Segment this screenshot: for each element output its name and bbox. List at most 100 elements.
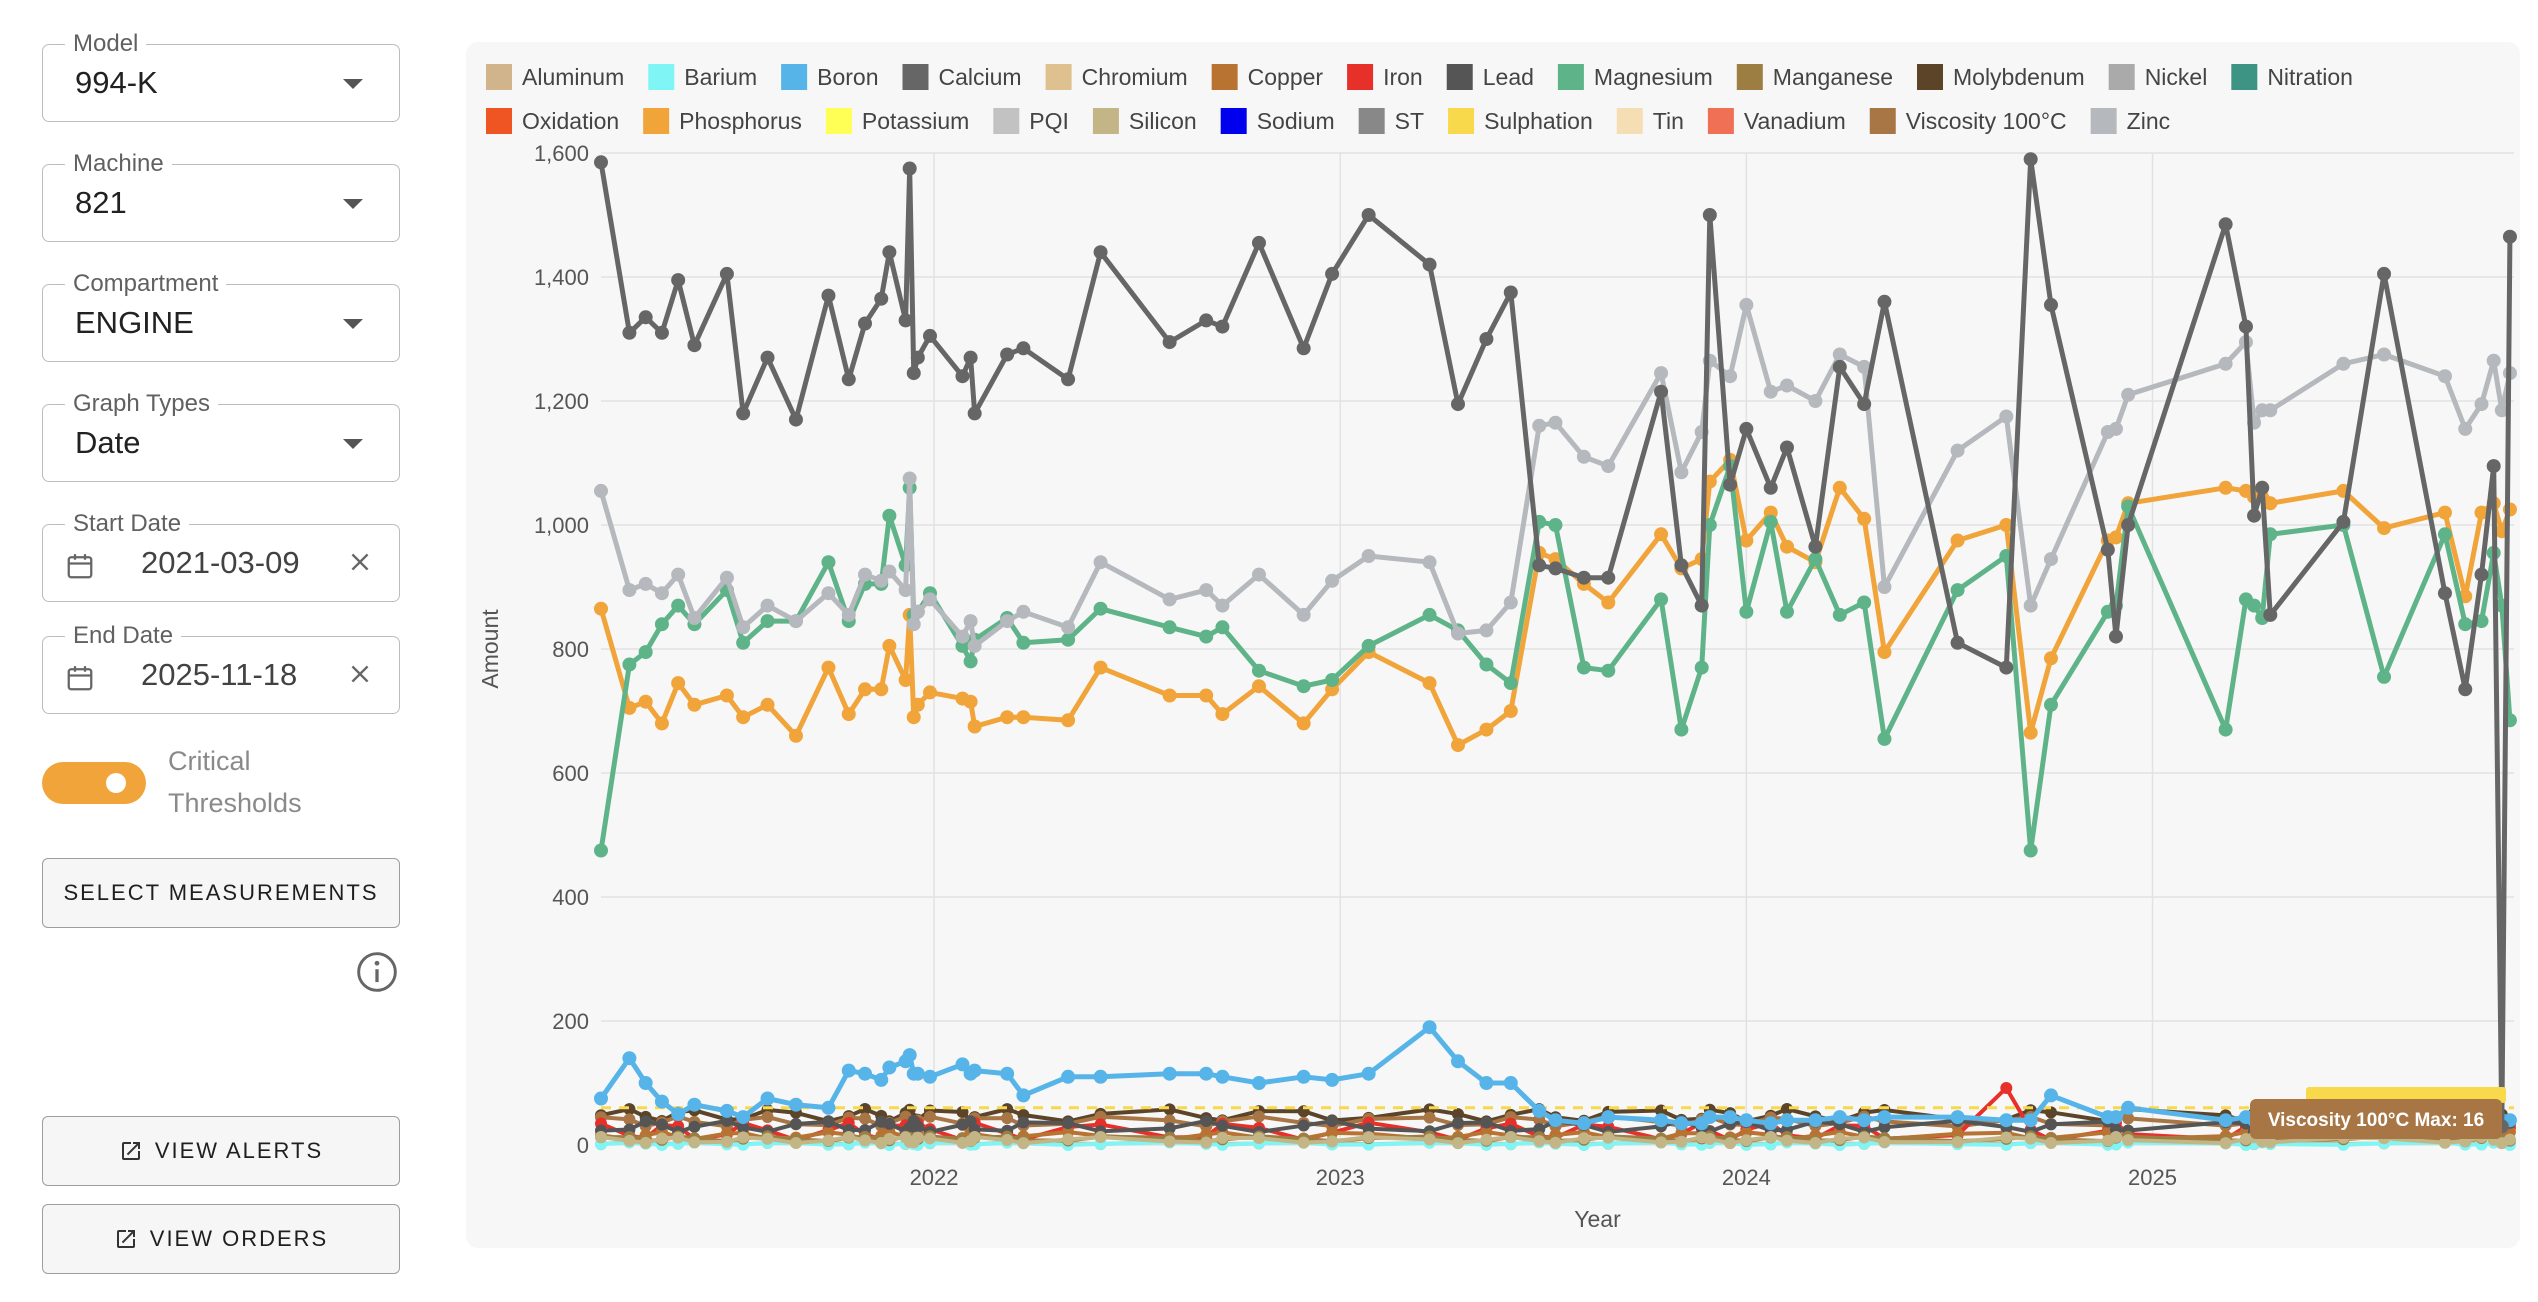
data-point-calcium [1723, 477, 1738, 492]
low-series-point [1200, 1136, 1213, 1149]
view-orders-button[interactable]: VIEW ORDERS [42, 1204, 400, 1274]
critical-thresholds-toggle[interactable] [42, 762, 146, 804]
line-chart[interactable]: Aluminum Barium Boron Calcium Chromium Copper… [466, 42, 2520, 1248]
data-point-calcium [874, 291, 889, 306]
data-point-magnesium [1694, 660, 1709, 675]
low-series-point [911, 1131, 924, 1144]
data-point-calcium [898, 313, 913, 328]
data-point-calcium [841, 372, 856, 387]
legend-label-oxidation: Oxidation [522, 108, 619, 134]
data-point-zinc [622, 583, 637, 598]
data-point-magnesium [638, 645, 653, 660]
x-tick-label: 2022 [910, 1165, 959, 1190]
low-series-point [672, 1131, 685, 1144]
data-point-zinc [2474, 397, 2489, 412]
data-point-zinc [858, 567, 873, 582]
data-point-calcium [2023, 152, 2038, 167]
data-point-zinc [1325, 573, 1340, 588]
data-point-magnesium [1251, 663, 1266, 678]
low-series-point [1163, 1122, 1176, 1135]
data-point-zinc [654, 586, 669, 601]
y-tick-label: 800 [552, 637, 589, 662]
data-point-calcium [1739, 421, 1754, 436]
data-point-magnesium [1361, 638, 1376, 653]
data-point-calcium [1532, 558, 1547, 573]
data-point-zinc [1016, 604, 1031, 619]
chevron-down-icon[interactable] [343, 439, 363, 449]
close-icon[interactable] [347, 661, 373, 687]
low-series-point [1764, 1130, 1777, 1143]
data-point-boron [882, 1060, 897, 1075]
data-point-magnesium [2474, 614, 2489, 629]
toggle-knob [106, 773, 126, 793]
x-axis-title: Year [1574, 1206, 1621, 1232]
legend-swatch-phosphorus [643, 108, 670, 134]
low-series-point [1062, 1133, 1075, 1146]
info-icon[interactable] [355, 950, 399, 994]
data-point-magnesium [1503, 676, 1518, 691]
machine-select[interactable]: Machine 821 [42, 150, 400, 242]
data-point-magnesium [2023, 843, 2038, 858]
data-point-magnesium [654, 617, 669, 632]
low-series-point [1833, 1132, 1846, 1145]
data-point-boron [1950, 1110, 1965, 1125]
view-alerts-button[interactable]: VIEW ALERTS [42, 1116, 400, 1186]
chart-series [594, 152, 2517, 1134]
data-point-magnesium [2458, 617, 2473, 632]
data-point-boron [654, 1094, 669, 1109]
data-point-boron [1576, 1116, 1591, 1131]
legend-label-zinc: Zinc [2127, 108, 2170, 134]
chevron-down-icon[interactable] [343, 79, 363, 89]
graph-type-label: Graph Types [65, 390, 218, 418]
model-select[interactable]: Model 994-K [42, 30, 400, 122]
data-point-phosphorus [1093, 660, 1108, 675]
data-point-calcium [2458, 682, 2473, 697]
data-point-calcium [2121, 518, 2136, 532]
legend-label-chromium: Chromium [1082, 64, 1188, 90]
data-point-zinc [1832, 347, 1847, 362]
data-point-boron [1702, 1110, 1717, 1125]
low-series-point [688, 1120, 701, 1133]
start-date-field[interactable]: Start Date 2021-03-09 [42, 510, 400, 602]
data-point-boron [1654, 1113, 1669, 1128]
legend-swatch-iron [1347, 64, 1374, 90]
graph-type-select[interactable]: Graph Types Date [42, 390, 400, 482]
data-point-magnesium [1808, 552, 1823, 567]
select-measurements-button[interactable]: SELECT MEASUREMENTS [42, 858, 400, 928]
data-point-calcium [2263, 607, 2278, 622]
low-series-point [655, 1118, 668, 1131]
data-point-boron [955, 1057, 970, 1072]
data-point-boron [671, 1107, 686, 1121]
y-tick-label: 400 [552, 885, 589, 910]
legend-label-sulphation: Sulphation [1484, 108, 1593, 134]
data-point-zinc [1361, 549, 1376, 563]
end-date-field[interactable]: End Date 2025-11-18 [42, 622, 400, 714]
compartment-select[interactable]: Compartment ENGINE [42, 270, 400, 362]
legend-swatch-nitration [2231, 64, 2258, 90]
data-point-phosphorus [594, 601, 608, 616]
low-series-point [1809, 1136, 1822, 1149]
calendar-icon[interactable] [65, 663, 95, 693]
close-icon[interactable] [347, 549, 373, 575]
chevron-down-icon[interactable] [343, 319, 363, 329]
data-point-calcium [1162, 335, 1177, 350]
data-point-calcium [858, 316, 873, 331]
low-series-point [639, 1136, 652, 1149]
data-point-boron [1093, 1069, 1108, 1084]
low-series-point [2000, 1131, 2013, 1144]
low-series-point [1451, 1108, 1464, 1121]
low-series-point [2219, 1137, 2232, 1150]
low-series-point [720, 1135, 733, 1148]
data-point-phosphorus [654, 716, 669, 731]
low-series-point [842, 1130, 855, 1143]
calendar-icon[interactable] [65, 551, 95, 581]
low-series-point [2122, 1112, 2135, 1125]
low-series-point [859, 1134, 872, 1147]
data-point-calcium [654, 325, 669, 340]
legend-swatch-lead [1446, 64, 1473, 90]
data-point-phosphorus [1779, 539, 1794, 554]
data-point-phosphorus [967, 719, 982, 734]
data-point-zinc [1763, 384, 1778, 399]
data-point-calcium [1093, 245, 1108, 260]
chevron-down-icon[interactable] [343, 199, 363, 209]
